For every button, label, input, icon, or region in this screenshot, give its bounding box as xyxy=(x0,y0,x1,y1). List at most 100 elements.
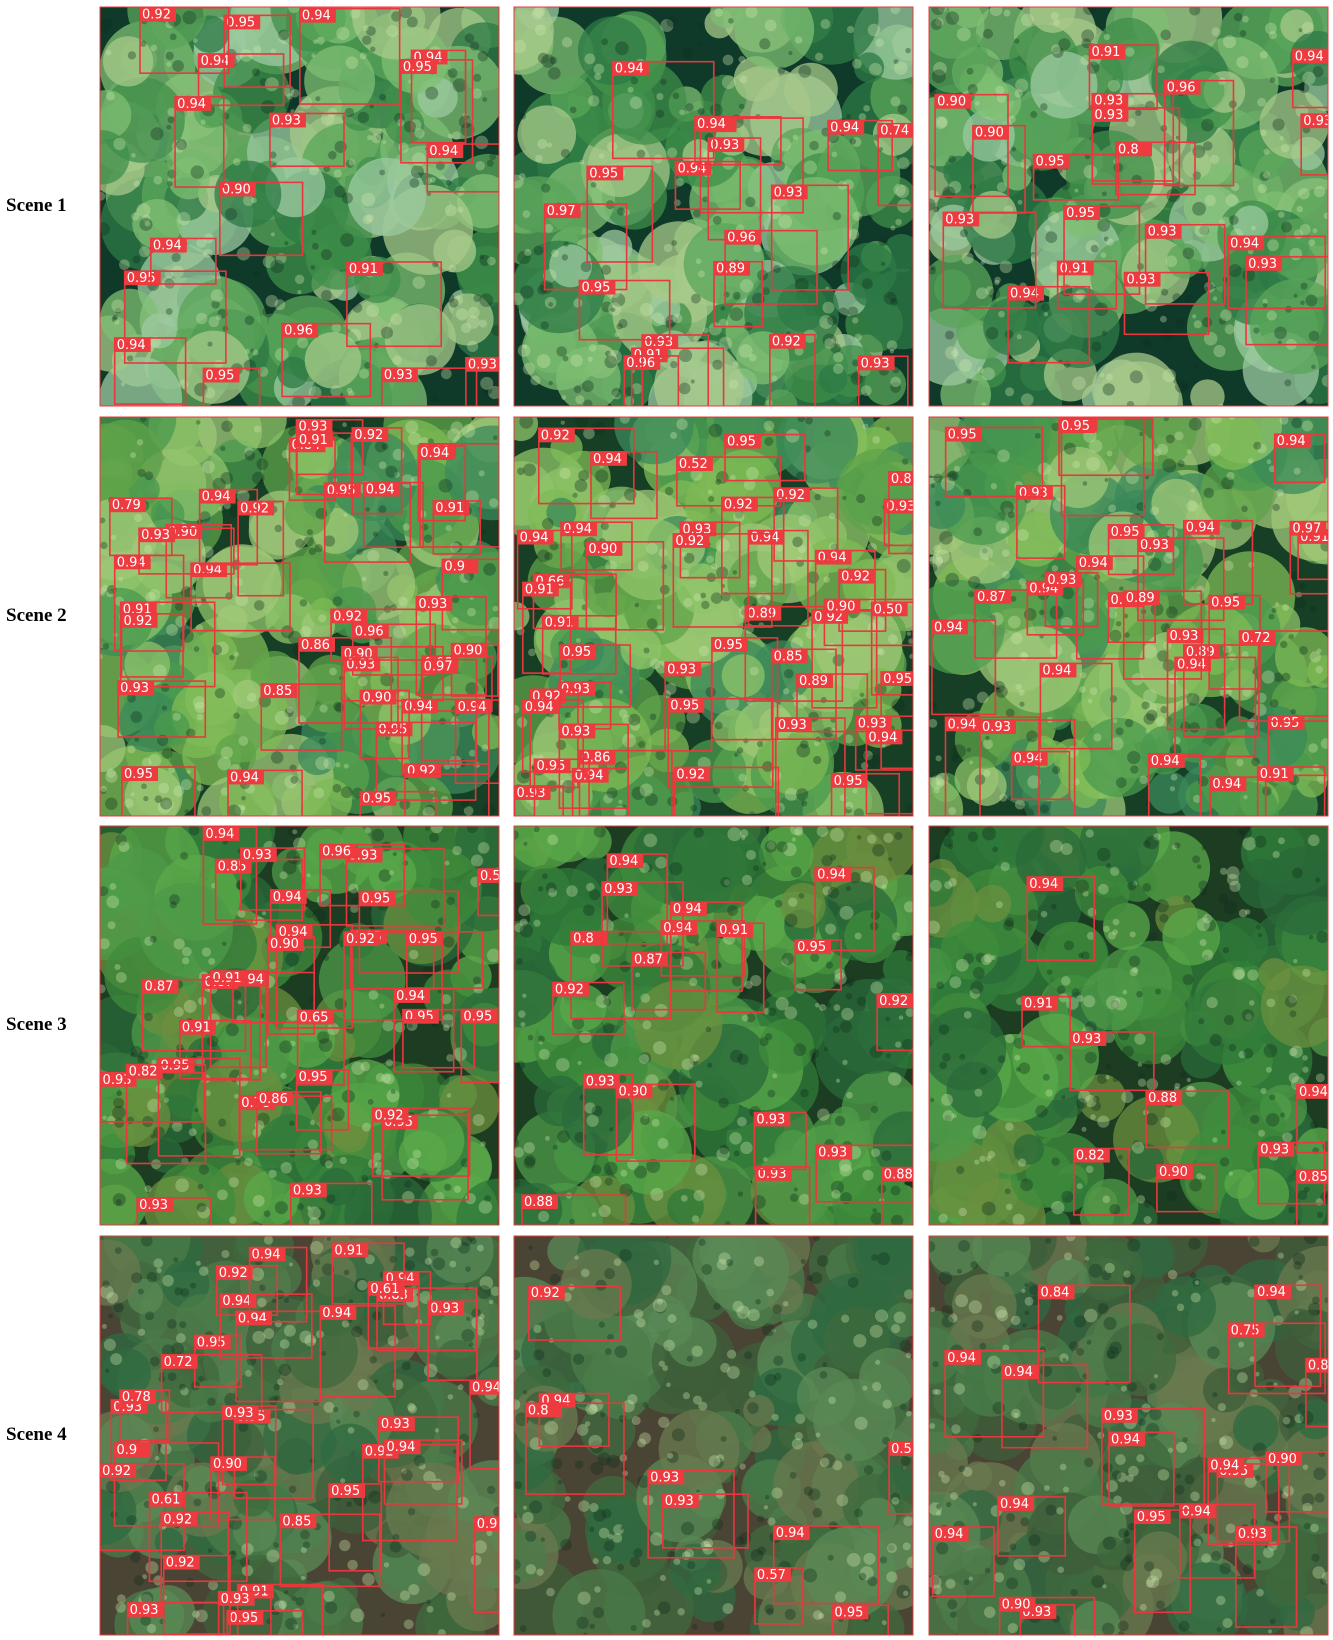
confidence-label: 0.94 xyxy=(948,717,977,732)
leaf-texture xyxy=(1104,477,1109,483)
leaf-texture xyxy=(1143,840,1151,848)
tree-crown xyxy=(929,1007,1007,1091)
leaf-texture xyxy=(114,963,121,971)
leaf-texture xyxy=(563,241,569,247)
leaf-texture xyxy=(929,554,943,568)
leaf-texture xyxy=(137,468,146,478)
leaf-texture xyxy=(618,708,628,718)
leaf-texture xyxy=(115,972,127,983)
tree-crown xyxy=(818,364,848,394)
leaf-texture xyxy=(175,1178,189,1193)
leaf-texture xyxy=(291,98,299,107)
leaf-texture xyxy=(683,552,695,564)
confidence-label: 0.91 xyxy=(213,971,242,986)
leaf-texture xyxy=(1311,364,1316,370)
leaf-texture xyxy=(357,1279,368,1291)
leaf-texture xyxy=(1137,1078,1147,1087)
leaf-texture xyxy=(426,191,432,196)
label-tag xyxy=(194,1335,231,1350)
confidence-label: 0.94 xyxy=(520,530,549,545)
leaf-texture xyxy=(639,1053,650,1065)
leaf-texture xyxy=(252,1195,265,1207)
leaf-texture xyxy=(1201,317,1213,328)
leaf-texture xyxy=(741,874,753,886)
aerial-photo xyxy=(514,7,913,406)
leaf-texture xyxy=(1188,417,1202,431)
detection-box xyxy=(281,322,372,398)
detection-box xyxy=(1122,590,1203,680)
leaf-texture xyxy=(1005,387,1015,397)
leaf-texture xyxy=(1274,326,1287,340)
leaf-texture xyxy=(935,772,949,786)
leaf-texture xyxy=(299,599,308,607)
leaf-texture xyxy=(796,743,811,758)
tree-crown xyxy=(1249,278,1328,375)
leaf-texture xyxy=(1293,959,1298,964)
leaf-texture xyxy=(778,214,793,229)
leaf-texture xyxy=(348,1299,354,1304)
leaf-texture xyxy=(822,301,835,314)
leaf-texture xyxy=(141,1574,148,1580)
confidence-label: 0.93 xyxy=(517,786,546,801)
tree-crown xyxy=(320,1423,380,1483)
leaf-texture xyxy=(630,721,640,731)
detection-box xyxy=(1291,48,1328,109)
label-tag xyxy=(1059,419,1096,434)
leaf-texture xyxy=(733,752,739,757)
tree-crown xyxy=(1190,379,1225,406)
detection-box xyxy=(345,847,445,927)
leaf-texture xyxy=(244,783,255,794)
leaf-texture xyxy=(1084,1051,1097,1064)
tree-crown xyxy=(966,766,1007,806)
leaf-texture xyxy=(749,666,759,676)
leaf-texture xyxy=(963,953,974,964)
leaf-texture xyxy=(1132,881,1138,886)
confidence-label: 0.94 xyxy=(238,1311,267,1326)
label-tag xyxy=(224,15,261,30)
leaf-texture xyxy=(643,1114,649,1120)
leaf-texture xyxy=(721,75,736,90)
leaf-texture xyxy=(1323,212,1328,220)
leaf-texture xyxy=(1111,1002,1117,1008)
confidence-label: 0.91 xyxy=(1091,45,1120,60)
leaf-texture xyxy=(693,827,704,838)
leaf-texture xyxy=(1027,909,1040,922)
leaf-texture xyxy=(399,690,405,697)
leaf-texture xyxy=(401,1469,413,1482)
leaf-texture xyxy=(929,190,940,204)
leaf-texture xyxy=(1310,606,1317,613)
leaf-texture xyxy=(153,1426,160,1433)
label-tag xyxy=(514,785,551,800)
leaf-texture xyxy=(520,1022,526,1027)
leaf-texture xyxy=(1148,932,1157,942)
leaf-texture xyxy=(233,712,240,719)
label-tag xyxy=(711,637,748,652)
tree-crown xyxy=(1217,917,1269,968)
confidence-label: 0.94 xyxy=(202,490,231,505)
leaf-texture xyxy=(100,541,108,550)
leaf-texture xyxy=(1075,879,1090,893)
leaf-texture xyxy=(1129,967,1138,977)
leaf-texture xyxy=(253,916,265,929)
leaf-texture xyxy=(225,1023,239,1037)
leaf-texture xyxy=(670,431,678,440)
leaf-texture xyxy=(1050,11,1059,20)
leaf-texture xyxy=(316,1031,330,1044)
leaf-texture xyxy=(670,937,679,946)
label-tag xyxy=(945,427,982,442)
leaf-texture xyxy=(1112,929,1119,936)
leaf-texture xyxy=(856,494,866,504)
leaf-texture xyxy=(365,507,370,512)
label-tag xyxy=(979,720,1016,735)
leaf-texture xyxy=(1000,500,1014,515)
leaf-texture xyxy=(1043,311,1049,317)
leaf-texture xyxy=(263,1210,271,1218)
confidence-label: 0.93 xyxy=(1170,629,1199,644)
leaf-texture xyxy=(794,346,804,356)
leaf-texture xyxy=(190,165,205,179)
leaf-texture xyxy=(706,555,715,564)
label-tag xyxy=(175,96,212,111)
tree-crown xyxy=(830,1106,861,1136)
leaf-texture xyxy=(254,1470,268,1483)
leaf-texture xyxy=(586,882,595,892)
